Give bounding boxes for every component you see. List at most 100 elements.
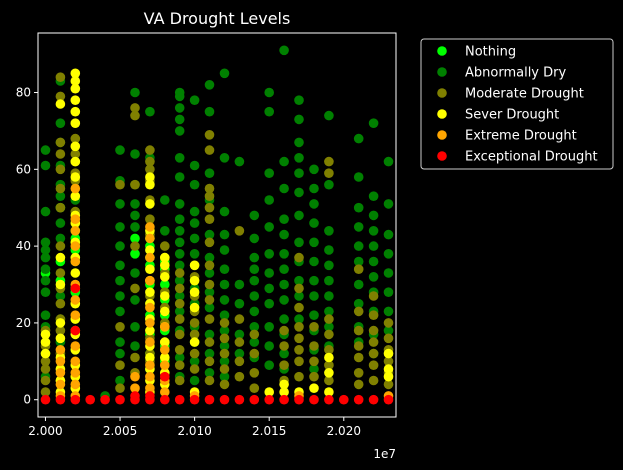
data-point xyxy=(189,218,200,228)
data-point xyxy=(204,302,215,313)
data-point xyxy=(189,206,200,217)
data-point xyxy=(324,226,334,236)
data-point xyxy=(279,279,289,290)
data-point xyxy=(204,329,215,340)
data-point xyxy=(383,268,394,278)
data-point xyxy=(130,249,140,259)
data-point xyxy=(55,379,66,390)
data-point xyxy=(130,268,140,278)
data-point xyxy=(204,279,215,290)
x-offset-label: 1e7 xyxy=(373,447,396,461)
data-point xyxy=(249,264,260,275)
data-point xyxy=(70,295,81,305)
data-point xyxy=(115,348,125,359)
data-point xyxy=(174,237,185,248)
data-point xyxy=(324,352,334,363)
data-point xyxy=(368,375,379,386)
data-point xyxy=(279,183,289,194)
data-point xyxy=(324,275,334,286)
data-point xyxy=(70,183,81,194)
data-point xyxy=(383,325,394,336)
data-point xyxy=(249,329,260,340)
data-point xyxy=(130,87,140,98)
data-point xyxy=(174,126,185,136)
data-point xyxy=(279,394,289,405)
data-point xyxy=(279,45,289,56)
data-point xyxy=(368,394,379,405)
data-point xyxy=(249,394,260,405)
data-point xyxy=(55,91,66,102)
data-point xyxy=(204,183,215,194)
data-point xyxy=(115,322,125,332)
data-point xyxy=(219,356,230,367)
data-point xyxy=(309,275,319,286)
data-point xyxy=(294,95,304,105)
data-point xyxy=(279,348,289,359)
data-point xyxy=(160,226,170,236)
data-point xyxy=(324,322,334,332)
data-point xyxy=(309,183,319,194)
data-point xyxy=(294,283,304,294)
data-point xyxy=(55,394,66,405)
data-point xyxy=(160,291,170,301)
data-point xyxy=(145,371,155,382)
data-point xyxy=(130,233,140,244)
data-point xyxy=(368,241,379,251)
data-point xyxy=(353,202,364,213)
data-point xyxy=(174,226,185,236)
data-point xyxy=(294,356,304,367)
data-point xyxy=(368,348,379,359)
data-point xyxy=(309,218,319,228)
data-point xyxy=(160,387,170,397)
data-point xyxy=(219,245,230,255)
y-tick-label: 40 xyxy=(16,239,31,253)
data-point xyxy=(115,291,125,301)
data-point xyxy=(70,356,81,367)
data-point xyxy=(219,333,230,344)
data-point xyxy=(204,348,215,359)
data-point xyxy=(249,306,260,317)
data-point xyxy=(234,394,245,405)
data-point xyxy=(324,394,334,405)
data-point xyxy=(160,306,170,317)
data-point xyxy=(309,322,319,332)
data-point xyxy=(145,156,155,167)
data-point xyxy=(55,137,66,148)
data-point xyxy=(219,68,230,79)
data-point xyxy=(40,394,51,405)
data-point xyxy=(174,283,185,294)
data-point xyxy=(130,341,140,351)
legend-label: Sever Drought xyxy=(465,108,559,123)
data-point xyxy=(324,168,334,178)
x-tick-label: 2.005 xyxy=(103,424,137,438)
data-point xyxy=(145,318,155,328)
data-point xyxy=(40,375,51,386)
data-point xyxy=(145,164,155,175)
data-point xyxy=(294,322,304,332)
data-point xyxy=(40,237,51,248)
data-point xyxy=(353,172,364,182)
data-point xyxy=(70,141,81,152)
data-point xyxy=(160,345,170,355)
data-point xyxy=(145,106,155,117)
data-point xyxy=(324,291,334,301)
data-point xyxy=(353,341,364,351)
chart-title: VA Drought Levels xyxy=(144,9,291,28)
data-point xyxy=(204,295,215,305)
data-point xyxy=(324,245,334,255)
axes xyxy=(37,32,397,418)
data-point xyxy=(160,279,170,290)
data-point xyxy=(353,241,364,251)
data-point xyxy=(174,306,185,317)
data-point xyxy=(100,394,110,405)
data-point xyxy=(219,153,230,163)
data-point xyxy=(189,348,200,359)
data-point xyxy=(189,302,200,313)
data-point xyxy=(189,179,200,190)
data-point xyxy=(115,241,125,251)
data-point xyxy=(174,214,185,224)
data-point xyxy=(383,394,394,405)
data-point xyxy=(115,222,125,232)
data-point xyxy=(324,360,334,371)
data-point xyxy=(294,237,304,248)
